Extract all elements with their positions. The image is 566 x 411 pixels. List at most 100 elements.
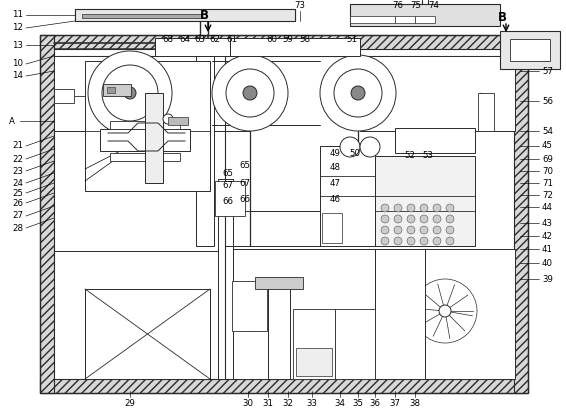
Circle shape: [360, 137, 380, 157]
Text: 76: 76: [392, 2, 404, 11]
Text: 33: 33: [307, 399, 318, 407]
Circle shape: [212, 55, 288, 131]
Bar: [296, 348, 332, 376]
Bar: [196, 56, 214, 246]
Bar: [395, 128, 475, 153]
Circle shape: [340, 137, 360, 157]
Bar: [375, 249, 425, 379]
Text: 38: 38: [409, 399, 421, 407]
Text: 42: 42: [542, 231, 553, 240]
Bar: [107, 87, 115, 93]
Circle shape: [381, 237, 389, 245]
Bar: [415, 16, 435, 23]
Text: A: A: [9, 116, 15, 125]
Text: 61: 61: [226, 35, 238, 44]
Text: 13: 13: [12, 41, 24, 49]
Bar: [100, 129, 190, 151]
Circle shape: [394, 215, 402, 223]
Circle shape: [334, 69, 382, 117]
Bar: [54, 56, 249, 131]
Circle shape: [433, 204, 441, 212]
Text: 25: 25: [12, 189, 24, 198]
Text: 66: 66: [222, 196, 234, 206]
Text: 71: 71: [542, 178, 553, 187]
Bar: [54, 49, 514, 379]
Circle shape: [243, 86, 257, 100]
Text: 65: 65: [239, 162, 251, 171]
Bar: [232, 281, 267, 331]
Circle shape: [420, 226, 428, 234]
Bar: [82, 14, 202, 18]
Bar: [168, 117, 188, 125]
Bar: [350, 16, 395, 23]
Text: 68: 68: [162, 35, 174, 44]
Text: 51: 51: [346, 35, 358, 44]
Bar: [230, 249, 375, 379]
Bar: [218, 179, 233, 379]
Text: 49: 49: [329, 148, 340, 157]
Bar: [375, 156, 475, 246]
Bar: [360, 56, 515, 131]
Text: 41: 41: [542, 245, 553, 254]
Text: 50: 50: [349, 148, 361, 157]
Text: 29: 29: [125, 399, 135, 407]
Circle shape: [420, 215, 428, 223]
Circle shape: [407, 226, 415, 234]
Text: 59: 59: [282, 35, 293, 44]
Circle shape: [381, 215, 389, 223]
Circle shape: [446, 226, 454, 234]
Text: 63: 63: [195, 35, 205, 44]
Circle shape: [420, 204, 428, 212]
Text: 11: 11: [12, 11, 24, 19]
Text: 54: 54: [542, 127, 553, 136]
Text: 23: 23: [12, 166, 24, 175]
Circle shape: [351, 86, 365, 100]
Bar: [395, 16, 415, 23]
Bar: [75, 9, 295, 21]
Bar: [514, 35, 528, 393]
Text: B: B: [498, 12, 507, 25]
Bar: [85, 61, 210, 191]
Text: 67: 67: [239, 178, 251, 187]
Bar: [320, 146, 375, 246]
Text: 60: 60: [267, 35, 277, 44]
Text: 74: 74: [428, 2, 440, 11]
Text: 57: 57: [542, 67, 553, 76]
Circle shape: [88, 51, 172, 135]
Bar: [335, 309, 375, 379]
Text: 31: 31: [263, 399, 273, 407]
Bar: [54, 89, 74, 103]
Text: 58: 58: [299, 35, 311, 44]
Text: 53: 53: [422, 152, 434, 161]
Text: 73: 73: [294, 2, 306, 11]
Circle shape: [420, 237, 428, 245]
Bar: [155, 38, 230, 56]
Text: 35: 35: [353, 399, 363, 407]
Text: 70: 70: [542, 166, 553, 175]
Text: 72: 72: [542, 191, 553, 199]
Bar: [510, 39, 550, 61]
Text: 48: 48: [329, 164, 341, 173]
Circle shape: [163, 114, 173, 124]
Text: 10: 10: [12, 60, 24, 69]
Circle shape: [446, 215, 454, 223]
Text: 69: 69: [542, 155, 553, 164]
Circle shape: [394, 237, 402, 245]
Bar: [40, 379, 528, 393]
Bar: [40, 35, 528, 49]
Bar: [85, 289, 210, 379]
Bar: [322, 213, 342, 243]
Bar: [478, 93, 494, 131]
Bar: [375, 249, 515, 379]
Text: 30: 30: [242, 399, 254, 407]
Bar: [40, 35, 54, 393]
Text: 40: 40: [542, 259, 553, 268]
Text: 43: 43: [542, 219, 553, 228]
Text: 12: 12: [12, 23, 24, 32]
Text: 46: 46: [329, 194, 341, 203]
Bar: [110, 121, 180, 129]
Circle shape: [381, 226, 389, 234]
Text: 64: 64: [179, 35, 191, 44]
Text: 39: 39: [542, 275, 553, 284]
Circle shape: [124, 87, 136, 99]
